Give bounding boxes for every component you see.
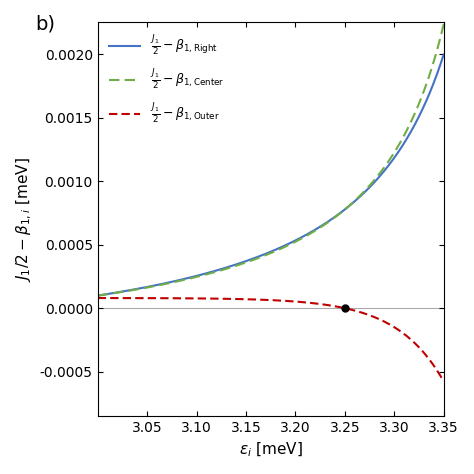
- X-axis label: $\varepsilon_i$ [meV]: $\varepsilon_i$ [meV]: [239, 441, 302, 459]
- Text: b): b): [36, 14, 55, 34]
- Legend: $\frac{J_1}{2} - \beta_{1,\mathrm{Right}}$, $\frac{J_1}{2} - \beta_{1,\mathrm{Ce: $\frac{J_1}{2} - \beta_{1,\mathrm{Right}…: [104, 28, 230, 130]
- Y-axis label: $J_1/2 - \beta_{1,i}$ [meV]: $J_1/2 - \beta_{1,i}$ [meV]: [15, 157, 34, 282]
